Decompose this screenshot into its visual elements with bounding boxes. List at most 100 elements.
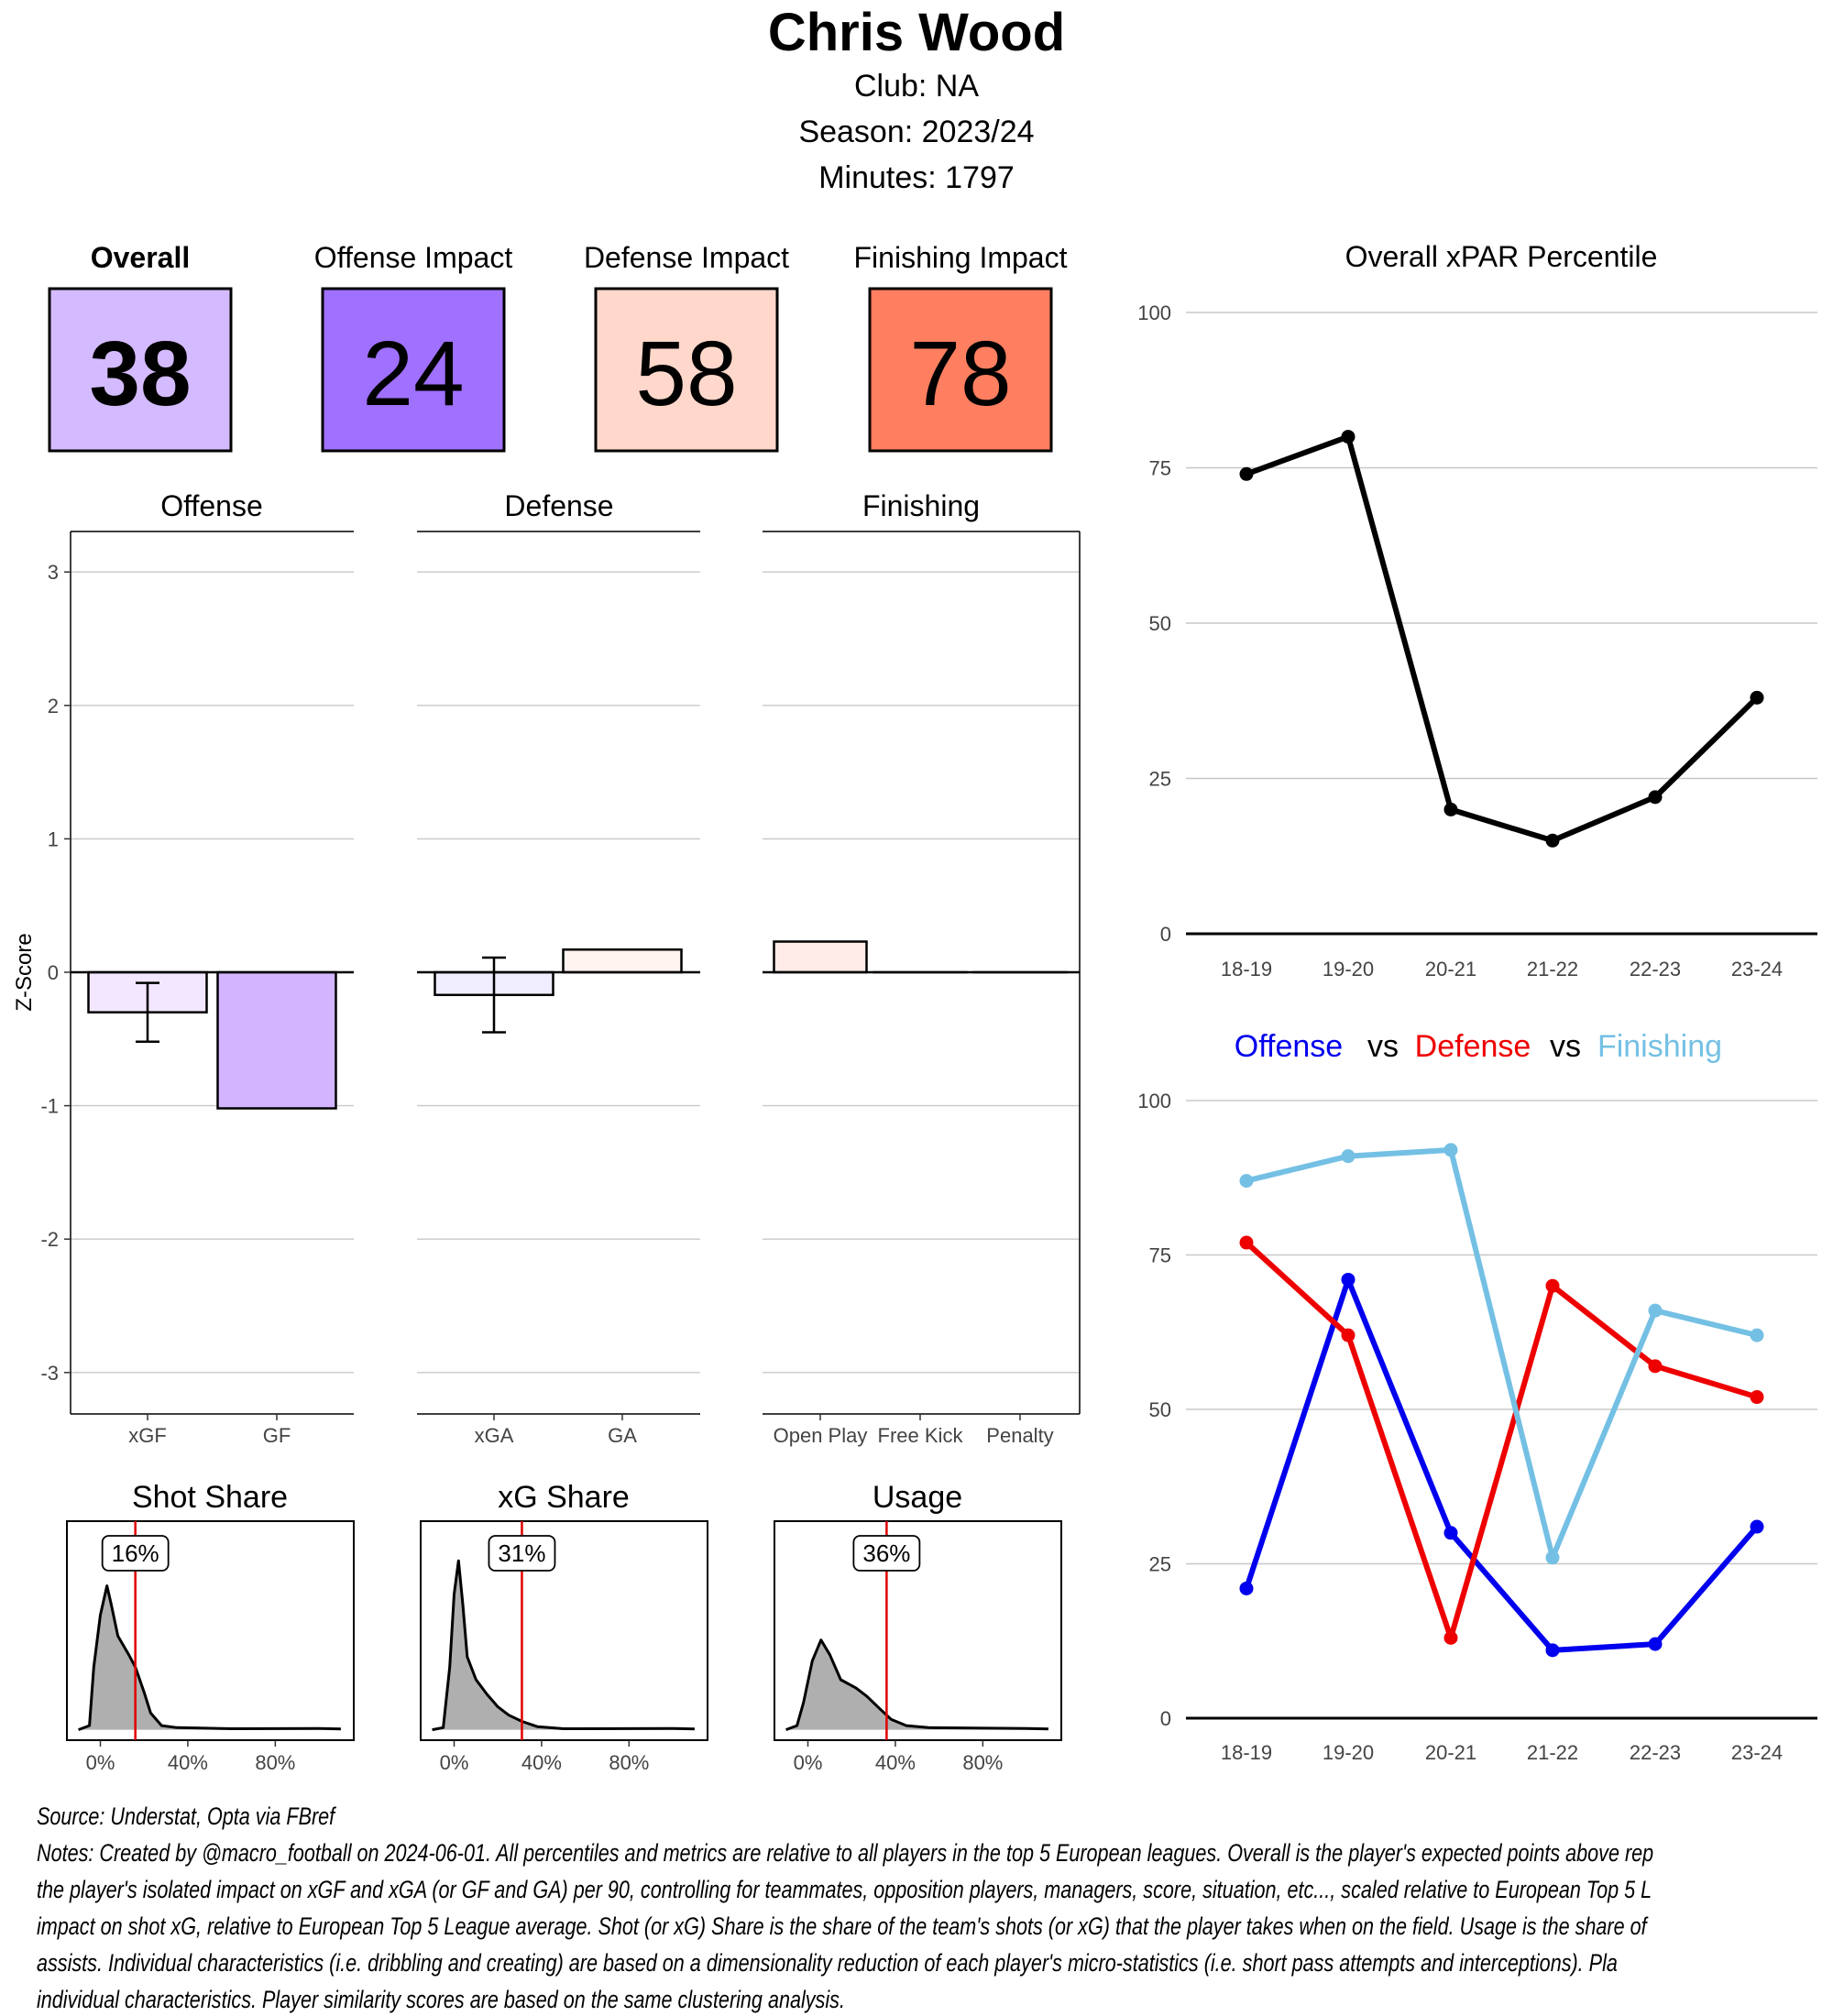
value-label: 36% bbox=[862, 1539, 910, 1567]
y-tick-label: 0 bbox=[1160, 1707, 1171, 1730]
notes-line: individual characteristics. Player simil… bbox=[37, 1987, 845, 2014]
value-label-box bbox=[852, 1535, 921, 1572]
x-tick-label: 80% bbox=[255, 1751, 295, 1774]
x-tick-label: 18-19 bbox=[1221, 1741, 1272, 1764]
x-tick-label: GF bbox=[263, 1424, 291, 1447]
value-label-box bbox=[101, 1535, 170, 1572]
x-tick-label: 0% bbox=[794, 1751, 823, 1774]
value-label: 31% bbox=[498, 1539, 545, 1567]
density-panel-border bbox=[774, 1520, 1062, 1741]
legend-vs: vs bbox=[1550, 1029, 1581, 1064]
facet-title-defense: Defense bbox=[504, 489, 613, 522]
x-tick-label: 0% bbox=[440, 1751, 469, 1774]
x-tick-label: Free Kick bbox=[878, 1424, 964, 1447]
x-tick-label: 19-20 bbox=[1323, 1741, 1374, 1764]
density-area bbox=[432, 1561, 695, 1730]
score-box bbox=[868, 287, 1053, 453]
y-tick-label: 50 bbox=[1149, 612, 1171, 635]
facet-title-finishing: Finishing bbox=[862, 489, 980, 522]
y-tick-label: 3 bbox=[48, 561, 59, 584]
y-tick-label: -2 bbox=[40, 1228, 59, 1251]
x-tick-label: xGA bbox=[475, 1424, 514, 1447]
x-tick-label: Open Play bbox=[774, 1424, 868, 1447]
value-label: 16% bbox=[112, 1539, 159, 1567]
y-axis-label: Z-Score bbox=[12, 933, 37, 1011]
score-card-finishing: Finishing Impact 78 bbox=[854, 241, 1068, 453]
x-tick-label: 21-22 bbox=[1527, 958, 1578, 981]
series-line-finishing bbox=[1246, 1146, 1758, 1561]
x-tick-label: 22-23 bbox=[1630, 958, 1681, 981]
y-tick-label: 75 bbox=[1149, 1244, 1171, 1267]
data-point-overall bbox=[1750, 690, 1764, 705]
density-title-usage: Usage bbox=[873, 1480, 962, 1515]
data-point-defense bbox=[1341, 1328, 1356, 1342]
y-tick-label: 75 bbox=[1149, 457, 1171, 480]
x-tick-label: 19-20 bbox=[1323, 958, 1374, 981]
x-tick-label: 18-19 bbox=[1221, 958, 1272, 981]
z-score-bar-chart: Z-Score Offense Defense Finishing xGF GF x… bbox=[12, 489, 1081, 1447]
density-panel-border bbox=[420, 1520, 708, 1741]
data-point-offense bbox=[1239, 1581, 1254, 1595]
y-tick-label: 100 bbox=[1137, 301, 1171, 324]
data-point-defense bbox=[1750, 1390, 1764, 1405]
density-area bbox=[785, 1639, 1048, 1730]
y-tick-label: -1 bbox=[40, 1095, 59, 1118]
data-point-offense bbox=[1545, 1643, 1560, 1658]
data-point-offense bbox=[1750, 1519, 1764, 1534]
y-tick-label: 50 bbox=[1149, 1398, 1171, 1421]
data-point-finishing bbox=[1648, 1303, 1663, 1318]
x-tick-label: 40% bbox=[875, 1751, 916, 1774]
score-value: 78 bbox=[909, 323, 1011, 425]
bar-gf bbox=[216, 970, 337, 1110]
data-point-defense bbox=[1545, 1278, 1560, 1293]
x-tick-label: Penalty bbox=[986, 1424, 1053, 1447]
y-tick-label: 25 bbox=[1149, 1553, 1171, 1576]
data-point-overall bbox=[1341, 430, 1356, 444]
score-box bbox=[48, 287, 233, 453]
score-card-overall: Overall 38 bbox=[48, 241, 233, 453]
x-tick-label: 20-21 bbox=[1425, 958, 1476, 981]
data-point-overall bbox=[1443, 802, 1458, 816]
density-area bbox=[78, 1585, 341, 1730]
y-tick-label: -3 bbox=[40, 1362, 59, 1385]
score-label: Offense Impact bbox=[314, 241, 513, 274]
club-label: Club: NA bbox=[854, 69, 979, 104]
score-value: 58 bbox=[635, 323, 737, 425]
data-point-defense bbox=[1648, 1359, 1663, 1374]
data-point-defense bbox=[1443, 1630, 1458, 1645]
density-panel-border bbox=[66, 1520, 355, 1741]
score-label: Defense Impact bbox=[584, 241, 789, 274]
y-tick-label: 1 bbox=[48, 827, 59, 850]
density-line bbox=[78, 1584, 341, 1732]
x-tick-label: 23-24 bbox=[1731, 1741, 1783, 1764]
notes-line: impact on shot xG, relative to European … bbox=[37, 1913, 1649, 1941]
data-point-finishing bbox=[1341, 1149, 1356, 1164]
series-line-offense bbox=[1244, 1276, 1760, 1653]
x-tick-label: 23-24 bbox=[1731, 958, 1783, 981]
y-tick-label: 2 bbox=[48, 695, 59, 718]
legend-vs: vs bbox=[1367, 1029, 1399, 1064]
x-tick-label: 80% bbox=[609, 1751, 649, 1774]
chart-title: Overall xPAR Percentile bbox=[1345, 240, 1658, 273]
bar-open-play bbox=[773, 940, 868, 974]
score-label: Finishing Impact bbox=[854, 241, 1068, 274]
notes-line: Notes: Created by @macro_football on 202… bbox=[37, 1840, 1653, 1868]
x-tick-label: 0% bbox=[86, 1751, 115, 1774]
notes-line: the player's isolated impact on xGF and … bbox=[37, 1877, 1652, 1904]
score-card-defense: Defense Impact 58 bbox=[584, 241, 789, 453]
data-point-finishing bbox=[1545, 1550, 1560, 1565]
x-tick-label: GA bbox=[608, 1424, 637, 1447]
minutes-label: Minutes: 1797 bbox=[818, 160, 1015, 195]
share-density-charts: Shot Share xG Share Usage 16% 0% 40% 80% 31%… bbox=[66, 1480, 1062, 1774]
data-point-overall bbox=[1239, 466, 1254, 481]
legend-offense: Offense bbox=[1235, 1029, 1343, 1064]
data-point-finishing bbox=[1750, 1328, 1764, 1342]
data-point-offense bbox=[1443, 1526, 1458, 1540]
density-title-xg-share: xG Share bbox=[498, 1480, 630, 1515]
series-line-overall bbox=[1245, 433, 1760, 844]
x-tick-label: xGF bbox=[128, 1424, 167, 1447]
season-label: Season: 2023/24 bbox=[798, 115, 1034, 149]
y-tick-label: 0 bbox=[48, 961, 59, 984]
data-point-finishing bbox=[1443, 1143, 1458, 1157]
